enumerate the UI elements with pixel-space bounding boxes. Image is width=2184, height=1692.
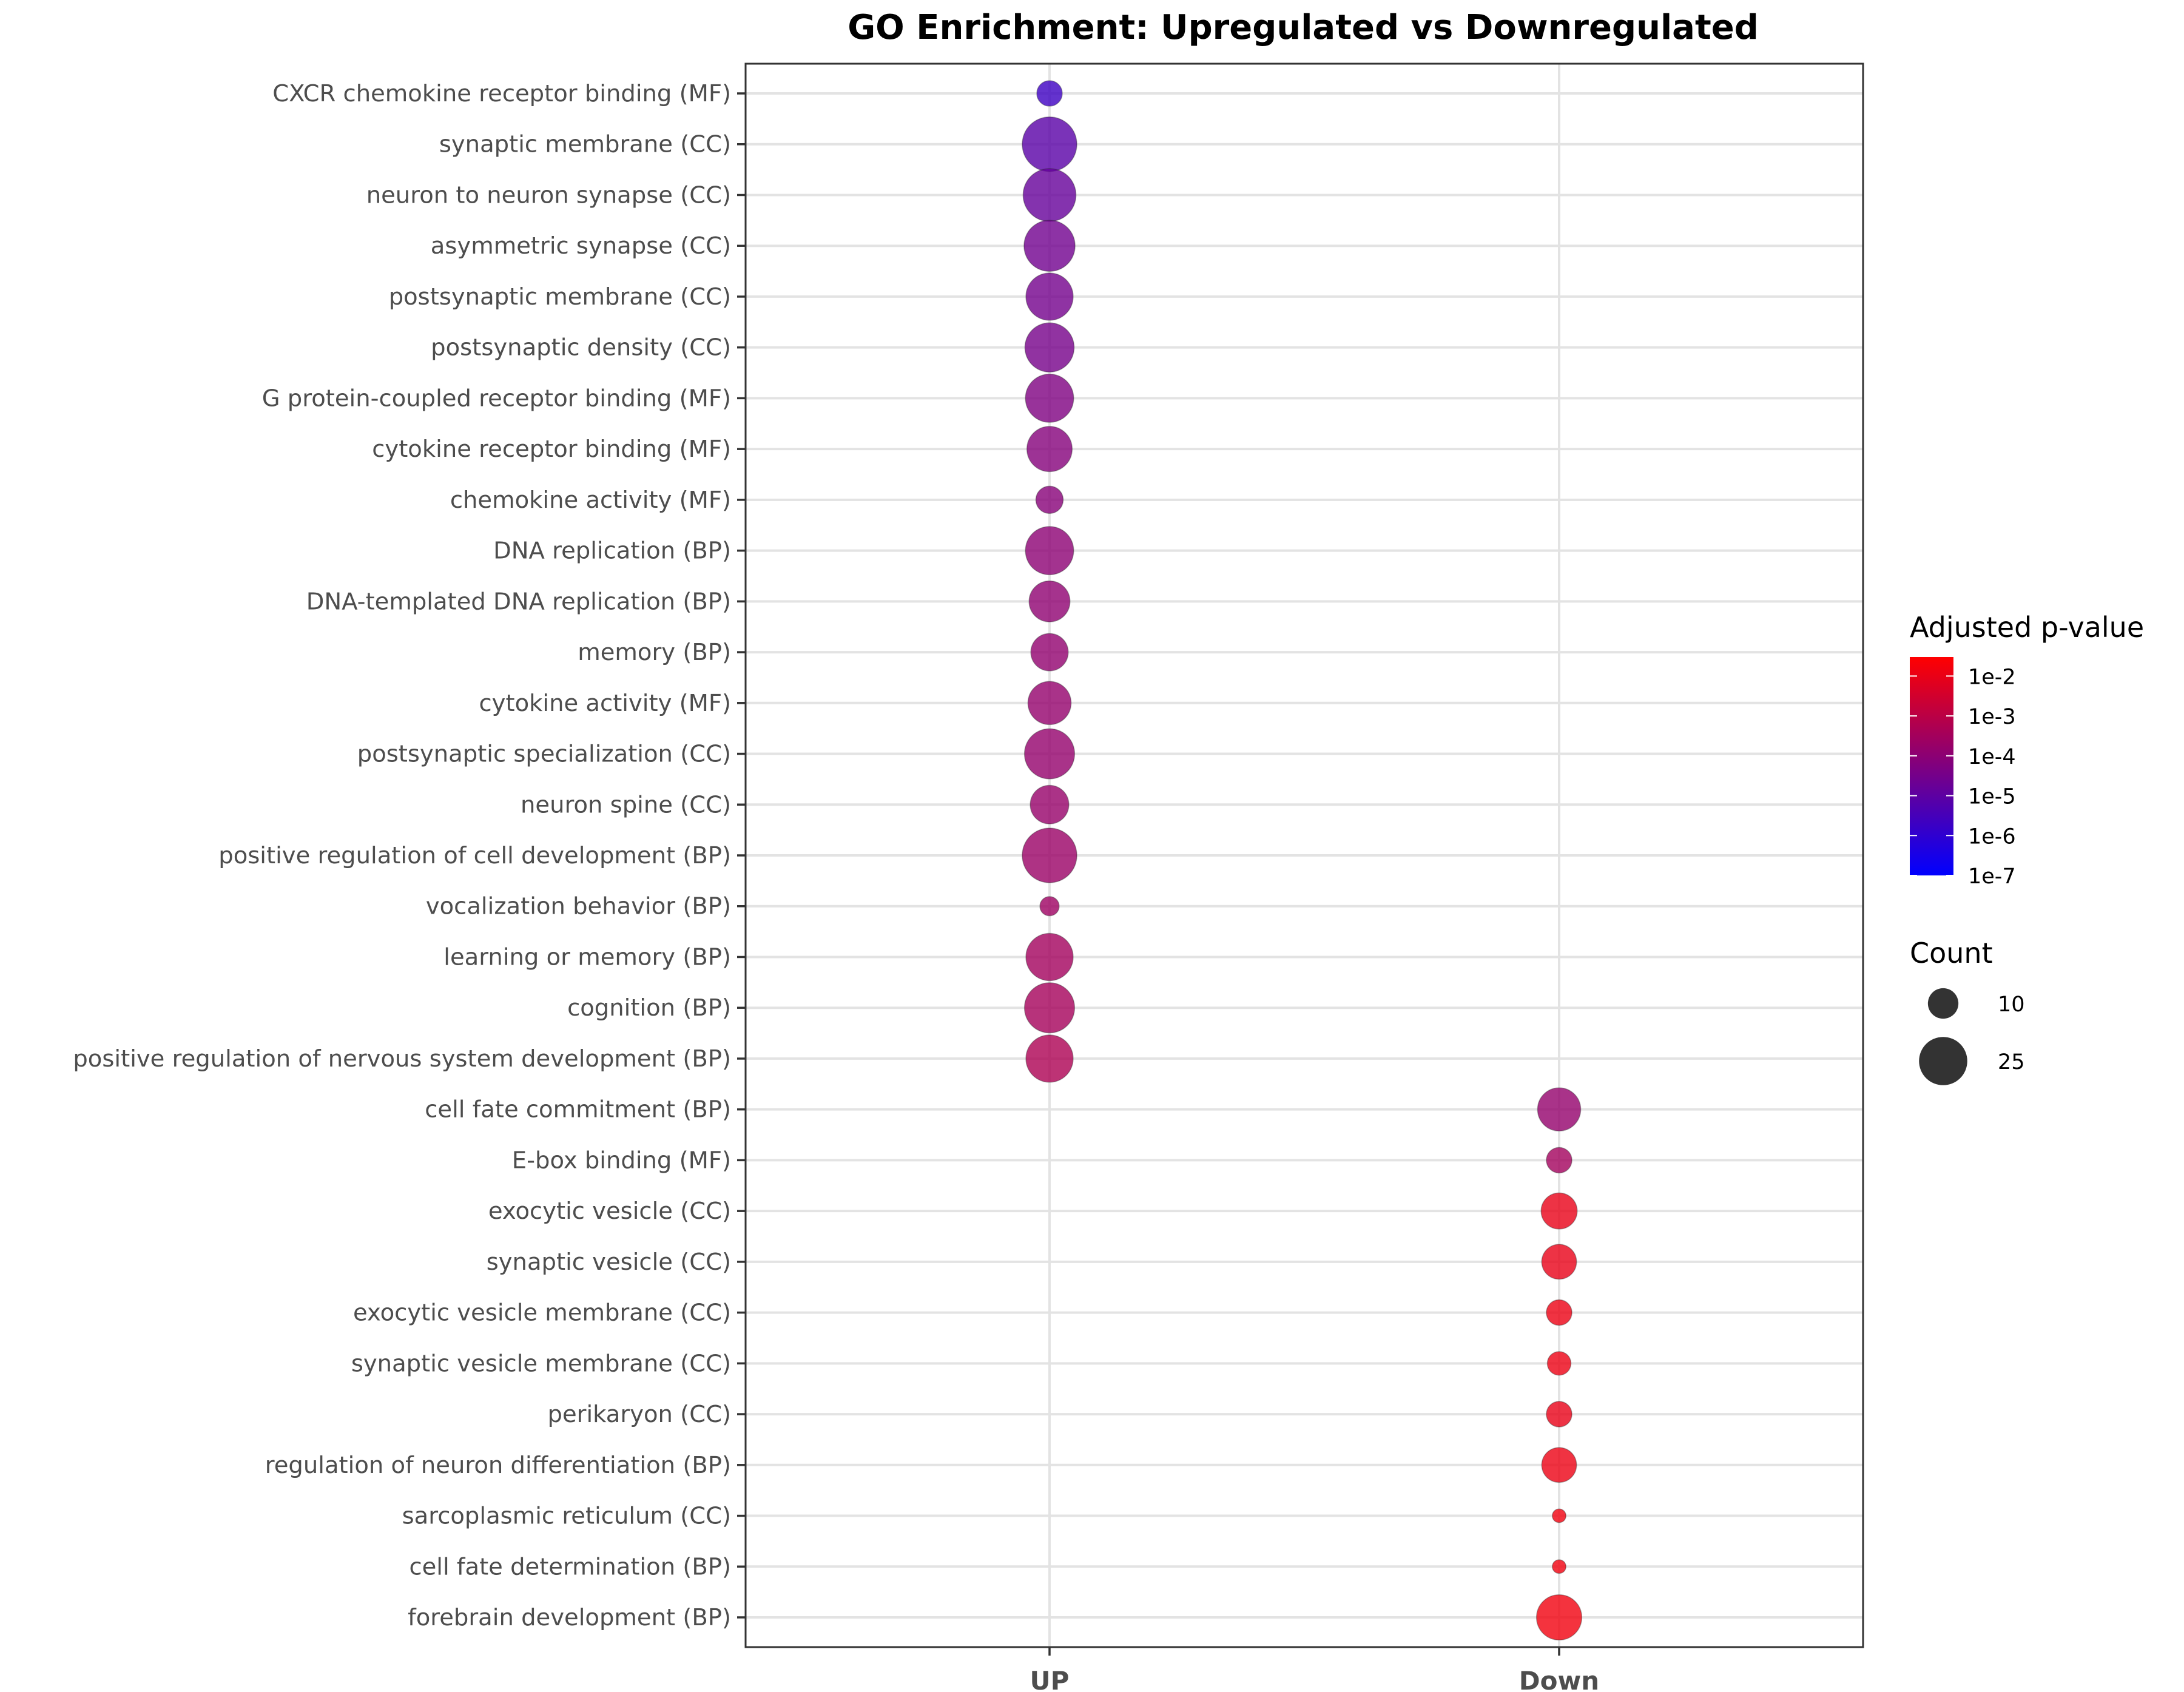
y-tick-label: synaptic membrane (CC) [439,131,731,158]
data-point [1025,1034,1074,1083]
size-legend-title: Count [1910,937,1993,969]
x-tick-label: Down [1519,1666,1599,1692]
y-tick-label: positive regulation of cell development … [218,842,731,869]
y-axis: CXCR chemokine receptor binding (MF) syna… [73,80,746,1631]
y-tick-label: asymmetric synapse (CC) [431,232,731,260]
color-legend-label: 1e-3 [1968,705,2016,729]
data-point [1024,322,1075,372]
color-legend-label: 1e-5 [1968,785,2016,809]
data-point [1541,1244,1577,1280]
data-point [1541,1447,1577,1483]
size-legend-label: 10 [1998,993,2025,1017]
size-legend: Count 10 25 [1910,937,2025,1085]
data-point [1023,728,1076,780]
data-point [1025,526,1074,576]
grid-lines [746,64,1863,1647]
data-point [1552,1559,1566,1574]
y-tick-label: synaptic vesicle membrane (CC) [351,1350,731,1377]
color-legend-bar [1910,657,1953,875]
data-point [1546,1401,1572,1427]
data-point [1540,1192,1578,1230]
y-tick-label: cell fate commitment (BP) [425,1096,731,1124]
data-point [1035,485,1064,514]
data-point [1546,1147,1572,1174]
y-tick-label: synaptic vesicle (CC) [487,1249,731,1276]
y-tick-label: postsynaptic specialization (CC) [357,741,731,768]
size-legend-key [1919,1037,1967,1085]
data-point [1030,784,1070,824]
color-legend-label: 1e-2 [1968,665,2016,689]
y-tick-label: regulation of neuron differentiation (BP… [265,1452,731,1479]
data-point [1025,373,1074,423]
y-tick-label: postsynaptic density (CC) [431,334,731,362]
y-tick-label: DNA-templated DNA replication (BP) [306,588,731,615]
data-point [1022,827,1077,883]
y-tick-label: postsynaptic membrane (CC) [389,283,731,311]
data-point [1028,580,1071,622]
data-point [1025,932,1074,982]
data-point [1552,1508,1566,1523]
y-tick-label: learning or memory (BP) [443,943,731,971]
size-legend-label: 25 [1998,1050,2025,1074]
data-point [1546,1299,1572,1326]
data-point [1036,80,1063,107]
size-legend-entries: 10 25 [1919,988,2025,1085]
data-point [1026,426,1073,473]
x-axis: UP Down [1030,1647,1599,1692]
data-point [1027,681,1072,726]
y-tick-label: G protein-coupled receptor binding (MF) [262,385,731,412]
y-tick-label: cell fate determination (BP) [409,1553,731,1580]
y-tick-label: E-box binding (MF) [512,1147,731,1174]
y-tick-label: memory (BP) [578,639,731,666]
y-tick-label: cytokine receptor binding (MF) [372,436,731,463]
data-point [1030,633,1069,672]
data-point [1022,168,1077,222]
plot-panel [744,62,1864,1648]
color-legend-title: Adjusted p-value [1910,611,2144,644]
y-tick-label: forebrain development (BP) [408,1604,731,1631]
color-legend-ticks: 1e-2 1e-3 1e-4 1e-5 1e-6 1e-7 [1910,665,2016,889]
x-tick-label: UP [1030,1666,1070,1692]
y-tick-label: exocytic vesicle (CC) [488,1198,731,1225]
chart-title: GO Enrichment: Upregulated vs Downregula… [848,8,1759,47]
data-points [1022,80,1583,1641]
data-point [1537,1087,1582,1131]
color-legend: Adjusted p-value 1e-21e-31e-41e-51e-61e-… [1910,611,2144,889]
color-legend-label: 1e-7 [1968,865,2016,889]
y-tick-label: positive regulation of nervous system de… [73,1045,731,1073]
y-tick-label: neuron to neuron synapse (CC) [366,181,731,209]
data-point [1535,1594,1583,1641]
y-tick-label: CXCR chemokine receptor binding (MF) [272,80,731,107]
data-point [1025,272,1074,321]
y-tick-label: perikaryon (CC) [548,1401,731,1428]
color-legend-label: 1e-4 [1968,745,2016,769]
y-tick-label: cognition (BP) [567,994,731,1022]
data-point [1023,220,1076,272]
size-legend-key [1927,988,1959,1019]
y-tick-label: neuron spine (CC) [521,791,731,818]
y-tick-label: DNA replication (BP) [493,538,731,565]
y-tick-label: vocalization behavior (BP) [426,893,731,920]
y-tick-label: sarcoplasmic reticulum (CC) [402,1503,731,1530]
y-tick-label: exocytic vesicle membrane (CC) [353,1299,731,1327]
data-point [1023,982,1076,1034]
data-point [1022,116,1077,172]
y-tick-label: chemokine activity (MF) [450,487,731,514]
color-legend-label: 1e-6 [1968,824,2016,849]
y-tick-label: cytokine activity (MF) [479,690,731,717]
data-point [1039,896,1060,917]
data-point [1546,1351,1572,1376]
